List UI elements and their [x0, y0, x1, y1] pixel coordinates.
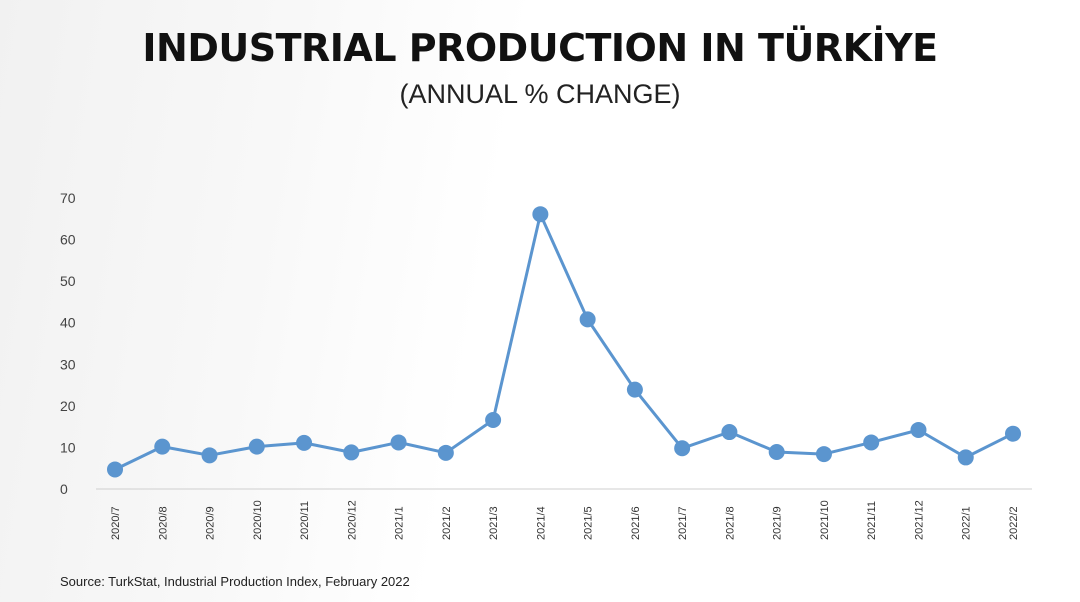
x-tick-label: 2021/8 — [724, 506, 736, 540]
x-tick-label: 2021/7 — [677, 506, 689, 540]
x-tick-label: 2021/9 — [772, 506, 784, 540]
x-tick-label: 2020/7 — [110, 506, 122, 540]
y-tick-label: 70 — [60, 190, 76, 206]
y-tick-label: 20 — [60, 398, 76, 414]
series-line — [114, 212, 1014, 471]
x-tick-label: 2022/2 — [1008, 506, 1020, 540]
y-tick-label: 50 — [60, 273, 76, 289]
data-point — [437, 444, 454, 461]
y-axis: 0 10 20 30 40 50 60 70 — [60, 190, 76, 497]
chart-subtitle: (ANNUAL % CHANGE) — [399, 79, 681, 109]
data-point — [343, 444, 360, 461]
data-point — [721, 424, 738, 441]
x-tick-label: 2020/11 — [299, 501, 311, 540]
data-point — [768, 444, 785, 461]
data-point — [390, 434, 407, 451]
data-point — [107, 461, 123, 478]
data-point — [532, 206, 549, 223]
data-point — [248, 438, 265, 455]
x-tick-label: 2020/8 — [157, 506, 169, 540]
data-points — [107, 206, 1021, 478]
x-tick-label: 2020/10 — [252, 500, 264, 540]
x-tick-label: 2021/1 — [394, 506, 406, 540]
x-tick-label: 2021/11 — [866, 501, 878, 540]
y-tick-label: 40 — [60, 315, 76, 331]
data-point — [910, 421, 927, 438]
x-tick-label: 2022/1 — [961, 506, 973, 540]
data-point — [485, 411, 502, 428]
chart-title: INDUSTRIAL PRODUCTION IN TÜRKİYE — [142, 26, 938, 70]
data-point — [579, 311, 596, 328]
x-tick-label: 2020/12 — [346, 500, 358, 540]
data-point — [296, 434, 313, 451]
y-tick-label: 10 — [60, 439, 76, 455]
x-tick-label: 2021/5 — [583, 506, 595, 540]
data-point — [626, 381, 643, 398]
x-tick-label: 2021/12 — [913, 500, 925, 540]
y-tick-label: 60 — [60, 232, 76, 248]
data-point — [863, 434, 880, 451]
x-tick-label: 2021/4 — [535, 506, 547, 540]
data-point — [815, 446, 832, 463]
x-tick-label: 2021/6 — [630, 506, 642, 540]
x-tick-label: 2021/3 — [488, 506, 500, 540]
y-tick-label: 30 — [60, 356, 76, 372]
y-tick-label: 0 — [60, 481, 68, 497]
x-axis: 2020/7 2020/8 2020/9 2020/10 2020/11 2020/12 2… — [110, 500, 1020, 540]
data-point — [201, 447, 218, 464]
data-point — [154, 438, 171, 455]
data-point — [957, 449, 974, 466]
x-tick-label: 2021/2 — [441, 506, 453, 540]
data-point — [1005, 425, 1021, 442]
data-point — [674, 440, 691, 457]
x-tick-label: 2020/9 — [205, 506, 217, 540]
x-tick-label: 2021/10 — [819, 500, 831, 540]
source-note: Source: TurkStat, Industrial Production … — [60, 574, 410, 589]
